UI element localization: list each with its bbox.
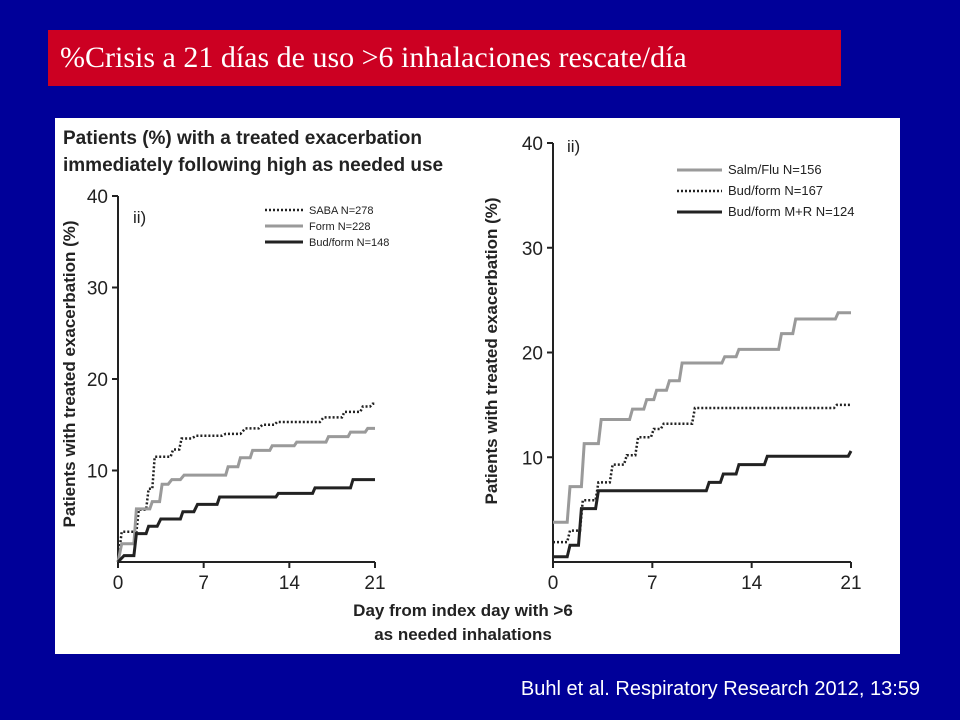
left-figure-title-line1: Patients (%) with a treated exacerbation [63,128,422,149]
right-series-line-0 [553,311,851,524]
slide-title: %Crisis a 21 días de uso >6 inhalaciones… [48,30,841,86]
right-y-tick-label: 30 [522,239,543,260]
left-legend-label: Form N=228 [309,221,370,233]
right-series-line-2 [553,450,853,559]
left-legend-label: SABA N=278 [309,205,374,217]
right-legend-label: Salm/Flu N=156 [728,162,822,177]
right-y-tick-label: 20 [522,344,543,365]
right-y-axis-label: Patients with treated exacerbation (%) [482,197,501,504]
right-y-tick-label: 40 [522,134,543,155]
x-axis-label-line1: Day from index day with >6 [353,601,573,620]
left-figure-title-line2: immediately following high as needed use [63,155,443,176]
right-panel-label: ii) [567,137,580,156]
kaplan-meier-figure: Patients (%) with a treated exacerbation… [60,128,862,644]
left-y-tick-label: 40 [87,187,108,208]
left-series-line-2 [116,478,375,564]
left-y-tick-label: 10 [87,462,108,483]
left-series-line-0 [116,402,375,563]
figure-image: Patients (%) with a treated exacerbation… [55,118,900,654]
left-y-tick-label: 20 [87,370,108,391]
left-x-tick-label: 21 [364,573,385,594]
left-y-axis-label: Patients with treated exacerbation (%) [60,220,79,527]
left-series-line-1 [116,426,375,563]
right-y-tick-label: 10 [522,448,543,469]
left-panel: Patients with treated exacerbation (%) i… [60,187,389,594]
right-legend-label: Bud/form M+R N=124 [728,204,854,219]
left-y-tick-label: 30 [87,279,108,300]
right-legend-label: Bud/form N=167 [728,183,823,198]
right-x-tick-label: 7 [647,573,658,594]
right-x-tick-label: 14 [741,573,763,594]
right-x-tick-label: 0 [548,573,559,594]
left-x-tick-label: 14 [279,573,301,594]
left-panel-label: ii) [133,208,146,227]
citation: Buhl et al. Respiratory Research 2012, 1… [520,678,920,700]
left-x-tick-label: 0 [113,573,124,594]
right-x-tick-label: 21 [840,573,861,594]
left-x-tick-label: 7 [198,573,209,594]
right-panel: Patients with treated exacerbation (%) i… [482,134,862,594]
left-legend-label: Bud/form N=148 [309,237,389,249]
x-axis-label-line2: as needed inhalations [374,625,552,644]
right-series-line-1 [553,403,851,544]
